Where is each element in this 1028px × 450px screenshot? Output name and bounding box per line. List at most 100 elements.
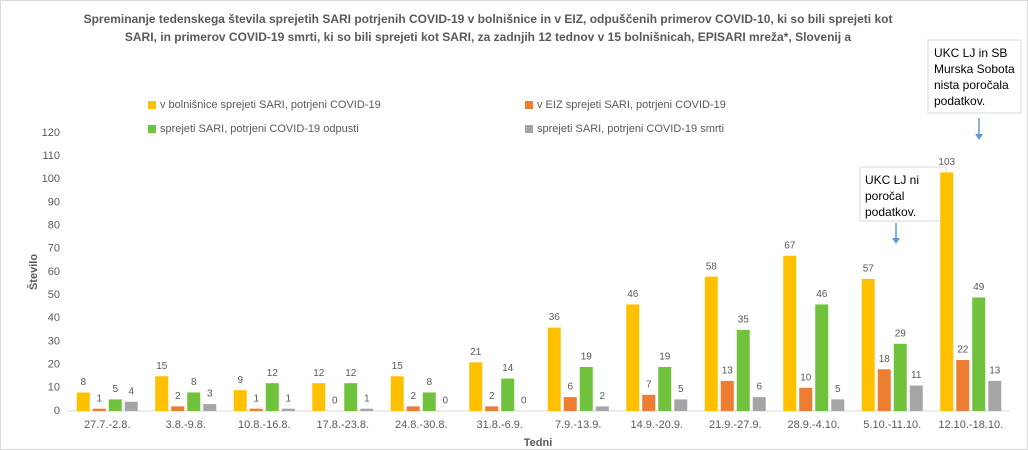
bar [988,380,1002,411]
y-tick-label: 60 [48,266,60,278]
bar [752,397,766,411]
bar [972,297,986,411]
bar [799,387,813,411]
bar [909,385,923,411]
value-label: 12 [345,368,357,379]
arrow-head [892,238,900,244]
value-label: 2 [410,391,416,402]
bar [281,408,295,411]
value-label: 8 [426,377,432,388]
y-tick-label: 100 [42,173,60,185]
bar [736,329,750,411]
bar [893,343,907,411]
annotation: nista poročala [934,78,1009,92]
value-label: 46 [627,289,639,300]
bar [674,399,688,411]
bar [658,366,672,411]
value-label: 36 [549,312,561,323]
value-label: 57 [863,264,875,275]
bar [155,376,169,411]
annotation: podatkov. [934,94,985,108]
bar [485,406,499,411]
y-tick-label: 40 [48,312,60,324]
x-axis-title: Tedni [524,437,553,449]
bar [579,366,593,411]
value-label: 5 [835,384,841,395]
value-label: 9 [237,375,243,386]
bar [124,401,138,411]
value-label: 14 [502,363,514,374]
y-tick-label: 120 [42,127,60,139]
value-label: 10 [800,372,812,383]
bar [595,406,609,411]
value-label: 6 [567,382,573,393]
bar [108,399,122,411]
value-label: 3 [207,389,213,400]
y-tick-label: 90 [48,196,60,208]
legend-swatch [525,125,533,133]
bar [642,394,656,411]
bar [390,376,404,411]
bar [233,390,247,411]
y-tick-label: 0 [54,405,60,417]
value-label: 103 [938,157,955,168]
value-label: 1 [285,393,291,404]
bar [783,255,797,411]
annotation-box [859,166,947,222]
value-label: 2 [175,391,181,402]
value-label: 12 [267,368,279,379]
y-tick-label: 10 [48,382,60,394]
bar [422,392,436,411]
value-label: 0 [521,396,527,407]
bar [704,276,718,411]
x-tick-label: 5.10.-11.10. [863,419,921,431]
value-label: 18 [879,354,891,365]
bar [92,408,106,411]
legend-label: sprejeti SARI, potrjeni COVID-19 odpusti [160,123,359,135]
value-label: 8 [80,377,86,388]
value-label: 15 [156,361,168,372]
x-tick-label: 12.10.-18.10. [938,419,1003,431]
legend-swatch [148,125,156,133]
bar [940,172,954,411]
bar [406,406,420,411]
annotation: UKC LJ in SB [934,46,1007,60]
y-tick-label: 20 [48,359,60,371]
annotation: poročal [865,189,904,203]
bar [877,369,891,411]
bar [831,399,845,411]
value-label: 5 [678,384,684,395]
annotation: UKC LJ ni [865,173,919,187]
value-label: 46 [816,289,828,300]
value-label: 13 [722,366,734,377]
legend-label: v bolnišnice sprejeti SARI, potrjeni COV… [160,99,381,111]
value-label: 12 [313,368,325,379]
value-label: 58 [706,261,718,272]
value-label: 7 [646,379,652,390]
value-label: 19 [581,352,593,363]
bar [815,304,829,411]
x-tick-label: 27.7.-2.8. [84,419,130,431]
y-axis-title: Število [27,254,40,290]
value-label: 4 [128,386,134,397]
value-label: 35 [738,315,750,326]
value-label: 1 [253,393,259,404]
bar [187,392,201,411]
x-tick-label: 14.9.-20.9. [630,419,683,431]
bar [344,383,358,411]
value-label: 1 [364,393,370,404]
chart-title: SARI, in primerov COVID-19 smrti, ki so … [125,30,852,44]
bar [312,383,326,411]
arrow-head [975,134,983,140]
value-label: 6 [756,382,762,393]
value-label: 29 [895,328,907,339]
legend-swatch [148,101,156,109]
bar [76,392,90,411]
value-label: 22 [957,345,969,356]
value-label: 67 [784,240,796,251]
bar [720,380,734,411]
x-tick-label: 17.8.-23.8. [316,419,369,431]
annotation: Murska Sobota [934,62,1015,76]
value-label: 13 [989,366,1001,377]
